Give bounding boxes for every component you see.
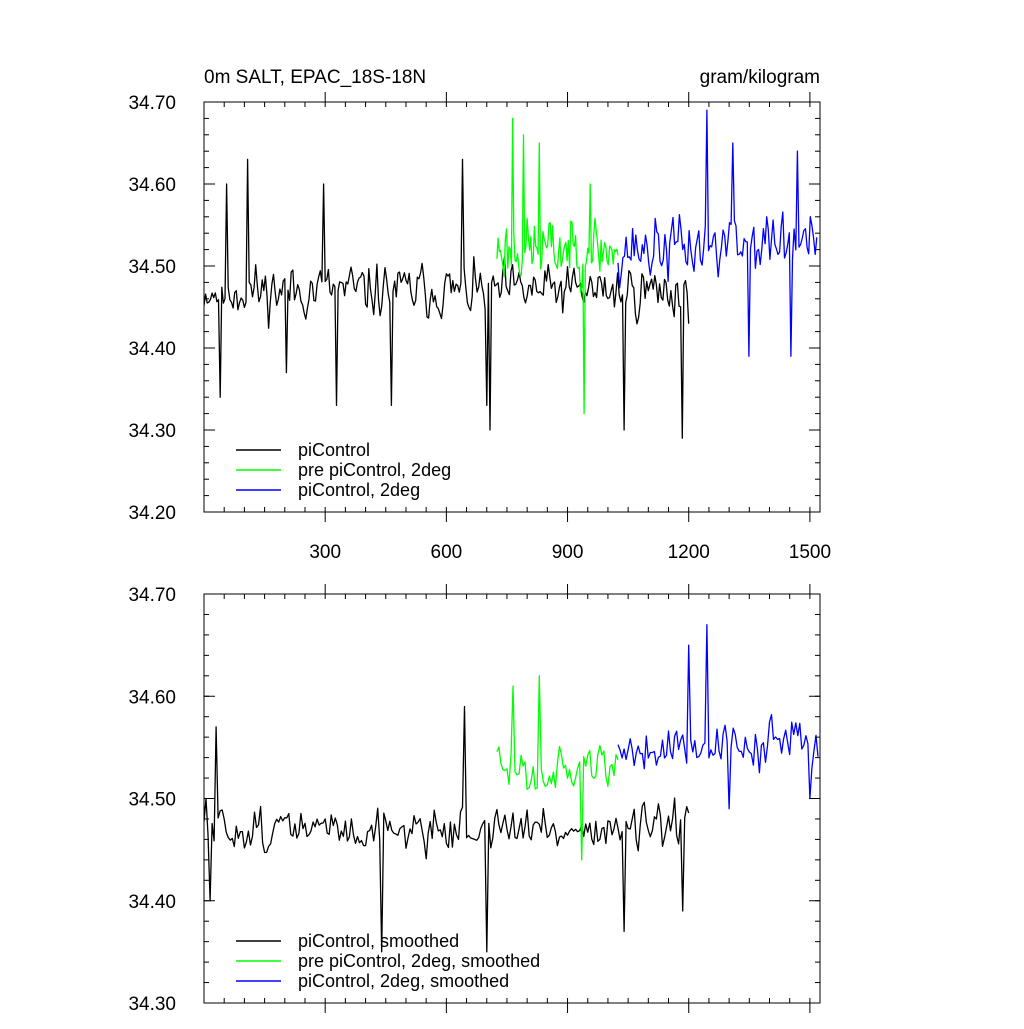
y-tick-label: 34.40	[128, 339, 176, 360]
legend-label: pre piControl, 2deg, smoothed	[298, 951, 540, 971]
plot-frame	[203, 593, 821, 1004]
series-line-picontrol	[204, 158, 690, 439]
y-tick-label: 34.70	[128, 585, 176, 606]
x-tick-label: 1200	[668, 542, 710, 563]
y-tick-label: 34.50	[128, 257, 176, 278]
series-line-pre-picontrol-2deg-smoothed	[496, 675, 619, 861]
legend-label: piControl, smoothed	[298, 931, 459, 951]
y-tick-label: 34.70	[128, 93, 176, 114]
legend-label: piControl	[298, 440, 370, 460]
y-tick-label: 34.30	[128, 421, 176, 442]
x-tick-label: 900	[552, 542, 584, 563]
series-line-pre-picontrol-2deg	[496, 117, 619, 415]
legend-label: pre piControl, 2deg	[298, 460, 451, 480]
legend-label: piControl, 2deg	[298, 480, 420, 500]
y-tick-label: 34.30	[128, 994, 176, 1015]
y-tick-label: 34.20	[128, 503, 176, 524]
plot-frame	[203, 101, 821, 513]
top-panel: 34.20 34.30 34.40 34.50 34.60 34.70 300 600 900 1…	[128, 92, 831, 563]
y-tick-label: 34.60	[128, 687, 176, 708]
y-tick-label: 34.60	[128, 175, 176, 196]
x-tick-label: 600	[431, 542, 463, 563]
series-line-picontrol-2deg	[617, 109, 818, 357]
bottom-panel: 34.30 34.40 34.50 34.60 34.70 piControl, smoo…	[128, 584, 821, 1015]
y-tick-label: 34.50	[128, 790, 176, 811]
legend-label: piControl, 2deg, smoothed	[298, 971, 509, 991]
units-label: gram/kilogram	[700, 67, 820, 88]
series-group	[204, 109, 818, 439]
chart-title: 0m SALT, EPAC_18S-18N	[204, 67, 426, 88]
series-group	[204, 624, 819, 953]
x-tick-label: 1500	[789, 542, 831, 563]
series-line-picontrol-smoothed	[204, 705, 690, 953]
y-tick-label: 34.40	[128, 892, 176, 913]
x-tick-label: 300	[309, 542, 341, 563]
series-line-picontrol-2deg-smoothed	[617, 624, 819, 810]
